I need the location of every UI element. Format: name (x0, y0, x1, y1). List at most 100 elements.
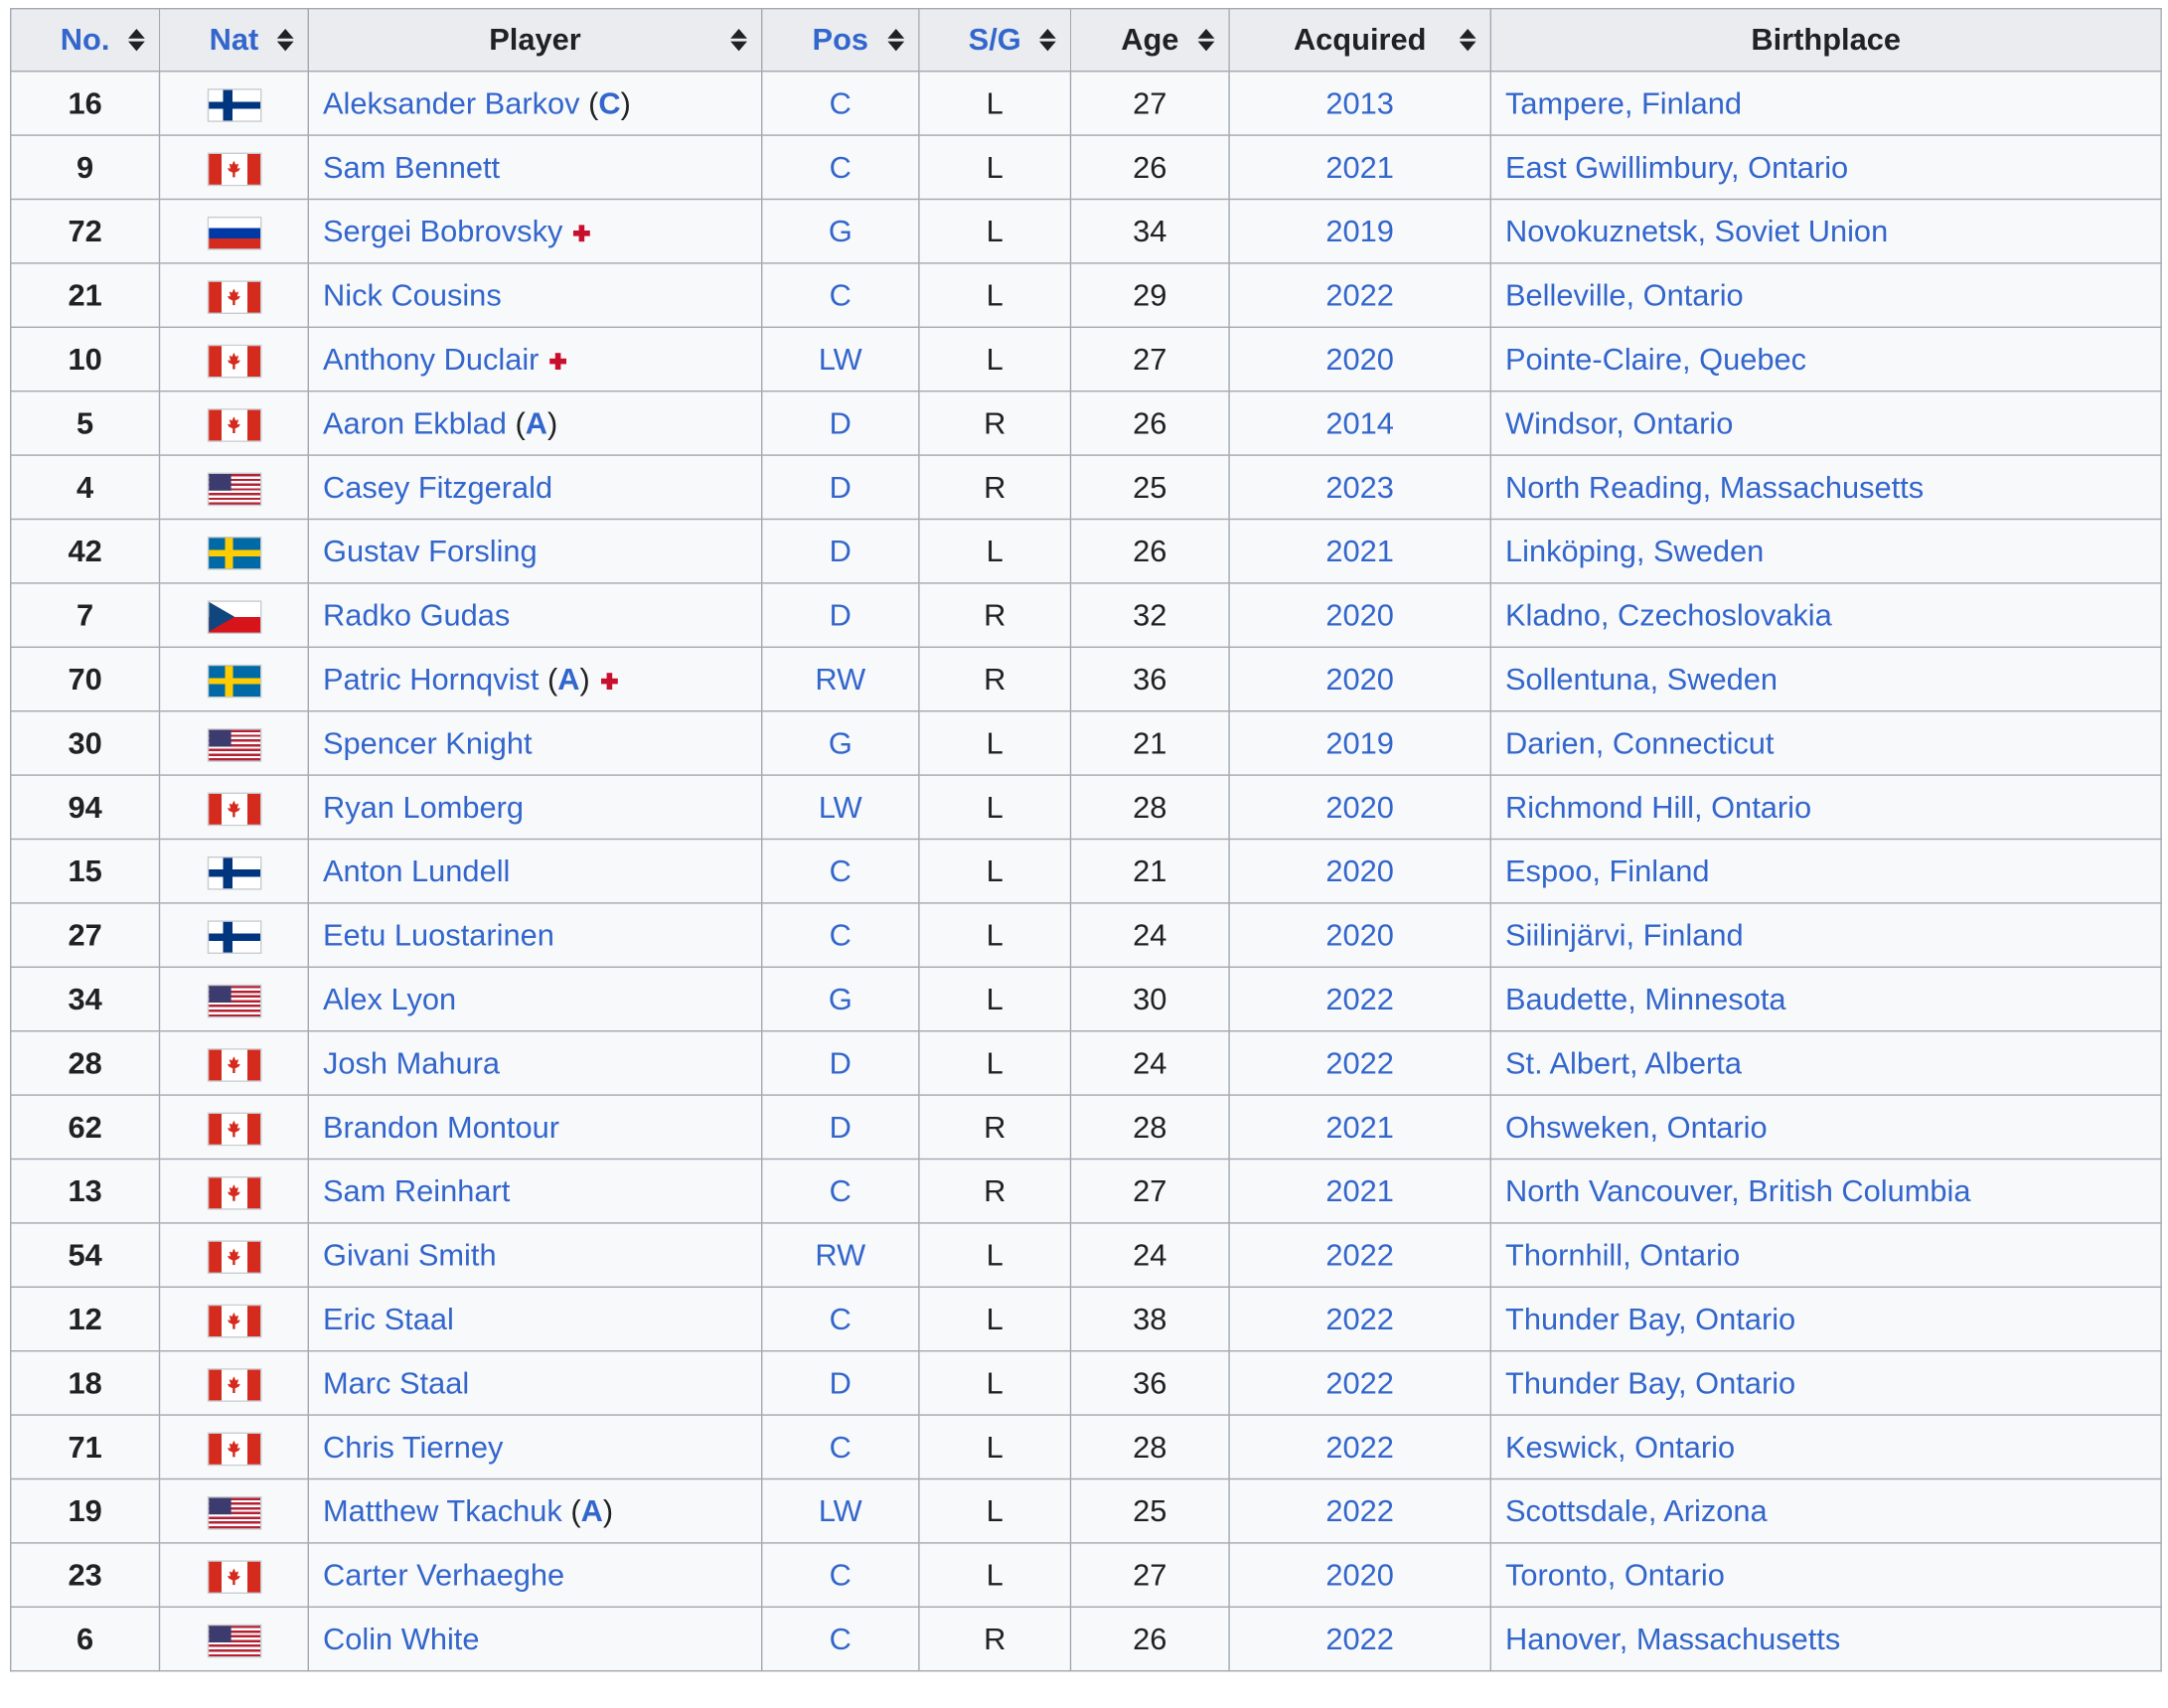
acquired-link[interactable]: 2020 (1325, 853, 1394, 888)
canada-flag-icon[interactable] (208, 281, 260, 313)
injury-icon[interactable] (573, 224, 591, 241)
player-link[interactable]: Ryan Lomberg (323, 789, 525, 825)
player-link[interactable]: Eetu Luostarinen (323, 916, 554, 952)
birthplace-link[interactable]: Novokuznetsk, Soviet Union (1505, 213, 1889, 248)
player-link[interactable]: Aleksander Barkov (323, 84, 580, 120)
column-header-nat[interactable]: Nat (158, 7, 309, 73)
birthplace-link[interactable]: Richmond Hill, Ontario (1505, 789, 1812, 825)
player-link[interactable]: Carter Verhaeghe (323, 1556, 565, 1592)
usa-flag-icon[interactable] (208, 729, 260, 760)
acquired-link[interactable]: 2022 (1325, 1044, 1394, 1080)
player-link[interactable]: Nick Cousins (323, 276, 502, 312)
position-link[interactable]: D (829, 1109, 852, 1145)
sweden-flag-icon[interactable] (208, 537, 260, 568)
birthplace-link[interactable]: Belleville, Ontario (1505, 276, 1744, 312)
canada-flag-icon[interactable] (208, 1113, 260, 1145)
birthplace-link[interactable]: Baudette, Minnesota (1505, 981, 1786, 1016)
acquired-link[interactable]: 2021 (1325, 149, 1394, 185)
acquired-link[interactable]: 2021 (1325, 533, 1394, 568)
acquired-link[interactable]: 2022 (1325, 1364, 1394, 1400)
position-link[interactable]: G (828, 213, 852, 248)
position-link[interactable]: C (829, 149, 852, 185)
column-header-acquired[interactable]: Acquired (1228, 7, 1491, 73)
player-link[interactable]: Sam Bennett (323, 149, 501, 185)
canada-flag-icon[interactable] (208, 1433, 260, 1465)
birthplace-link[interactable]: Windsor, Ontario (1505, 404, 1734, 440)
acquired-link[interactable]: 2022 (1325, 1492, 1394, 1528)
birthplace-link[interactable]: St. Albert, Alberta (1505, 1044, 1742, 1080)
player-link[interactable]: Josh Mahura (323, 1044, 501, 1080)
column-header-no[interactable]: No. (9, 7, 161, 73)
canada-flag-icon[interactable] (208, 1176, 260, 1208)
acquired-link[interactable]: 2021 (1325, 1172, 1394, 1208)
acquired-link[interactable]: 2020 (1325, 341, 1394, 377)
player-link[interactable]: Alex Lyon (323, 981, 457, 1016)
acquired-link[interactable]: 2020 (1325, 1556, 1394, 1592)
acquired-link[interactable]: 2020 (1325, 916, 1394, 952)
birthplace-link[interactable]: Thunder Bay, Ontario (1505, 1301, 1796, 1336)
birthplace-link[interactable]: Sollentuna, Sweden (1505, 661, 1778, 697)
column-header-label[interactable]: S/G (968, 22, 1021, 57)
finland-flag-icon[interactable] (208, 856, 260, 888)
player-link[interactable]: Eric Staal (323, 1301, 454, 1336)
position-link[interactable]: D (829, 404, 852, 440)
position-link[interactable]: LW (818, 341, 862, 377)
position-link[interactable]: C (829, 84, 852, 120)
player-link[interactable]: Anthony Duclair (323, 341, 540, 377)
birthplace-link[interactable]: Kladno, Czechoslovakia (1505, 596, 1832, 632)
column-header-label[interactable]: No. (60, 22, 110, 57)
birthplace-link[interactable]: North Vancouver, British Columbia (1505, 1172, 1971, 1208)
player-link[interactable]: Gustav Forsling (323, 533, 538, 568)
player-link[interactable]: Marc Staal (323, 1364, 470, 1400)
acquired-link[interactable]: 2019 (1325, 213, 1394, 248)
birthplace-link[interactable]: Hanover, Massachusetts (1505, 1621, 1841, 1656)
column-header-sg[interactable]: S/G (918, 7, 1072, 73)
birthplace-link[interactable]: Linköping, Sweden (1505, 533, 1765, 568)
canada-flag-icon[interactable] (208, 1241, 260, 1273)
injury-icon[interactable] (600, 672, 618, 690)
position-link[interactable]: LW (818, 1492, 862, 1528)
canada-flag-icon[interactable] (208, 1305, 260, 1336)
birthplace-link[interactable]: Thunder Bay, Ontario (1505, 1364, 1796, 1400)
player-link[interactable]: Sergei Bobrovsky (323, 213, 563, 248)
column-header-pos[interactable]: Pos (761, 7, 920, 73)
player-link[interactable]: Givani Smith (323, 1236, 497, 1272)
player-link[interactable]: Sam Reinhart (323, 1172, 511, 1208)
birthplace-link[interactable]: Tampere, Finland (1505, 84, 1742, 120)
acquired-link[interactable]: 2022 (1325, 1429, 1394, 1465)
position-link[interactable]: G (828, 724, 852, 760)
birthplace-link[interactable]: Siilinjärvi, Finland (1505, 916, 1744, 952)
position-link[interactable]: C (829, 1301, 852, 1336)
canada-flag-icon[interactable] (208, 1369, 260, 1400)
role-letter[interactable]: A (580, 1492, 603, 1528)
birthplace-link[interactable]: Pointe-Claire, Quebec (1505, 341, 1807, 377)
player-link[interactable]: Anton Lundell (323, 853, 511, 888)
birthplace-link[interactable]: Thornhill, Ontario (1505, 1236, 1741, 1272)
player-link[interactable]: Spencer Knight (323, 724, 533, 760)
role-letter[interactable]: A (557, 661, 580, 697)
position-link[interactable]: RW (815, 1236, 866, 1272)
sort-icon[interactable] (128, 29, 145, 52)
acquired-link[interactable]: 2020 (1325, 596, 1394, 632)
position-link[interactable]: D (829, 1364, 852, 1400)
position-link[interactable]: C (829, 1172, 852, 1208)
player-link[interactable]: Patric Hornqvist (323, 661, 540, 697)
canada-flag-icon[interactable] (208, 1049, 260, 1080)
player-link[interactable]: Brandon Montour (323, 1109, 559, 1145)
birthplace-link[interactable]: Scottsdale, Arizona (1505, 1492, 1768, 1528)
acquired-link[interactable]: 2021 (1325, 1109, 1394, 1145)
sort-icon[interactable] (1197, 29, 1215, 52)
birthplace-link[interactable]: North Reading, Massachusetts (1505, 469, 1925, 505)
position-link[interactable]: C (829, 1621, 852, 1656)
canada-flag-icon[interactable] (208, 1561, 260, 1593)
canada-flag-icon[interactable] (208, 793, 260, 825)
position-link[interactable]: LW (818, 789, 862, 825)
canada-flag-icon[interactable] (208, 153, 260, 185)
acquired-link[interactable]: 2022 (1325, 1236, 1394, 1272)
column-header-age[interactable]: Age (1069, 7, 1230, 73)
sort-icon[interactable] (1039, 29, 1056, 52)
czech-flag-icon[interactable] (208, 601, 260, 633)
role-letter[interactable]: C (598, 84, 621, 120)
canada-flag-icon[interactable] (208, 345, 260, 377)
player-link[interactable]: Chris Tierney (323, 1429, 504, 1465)
